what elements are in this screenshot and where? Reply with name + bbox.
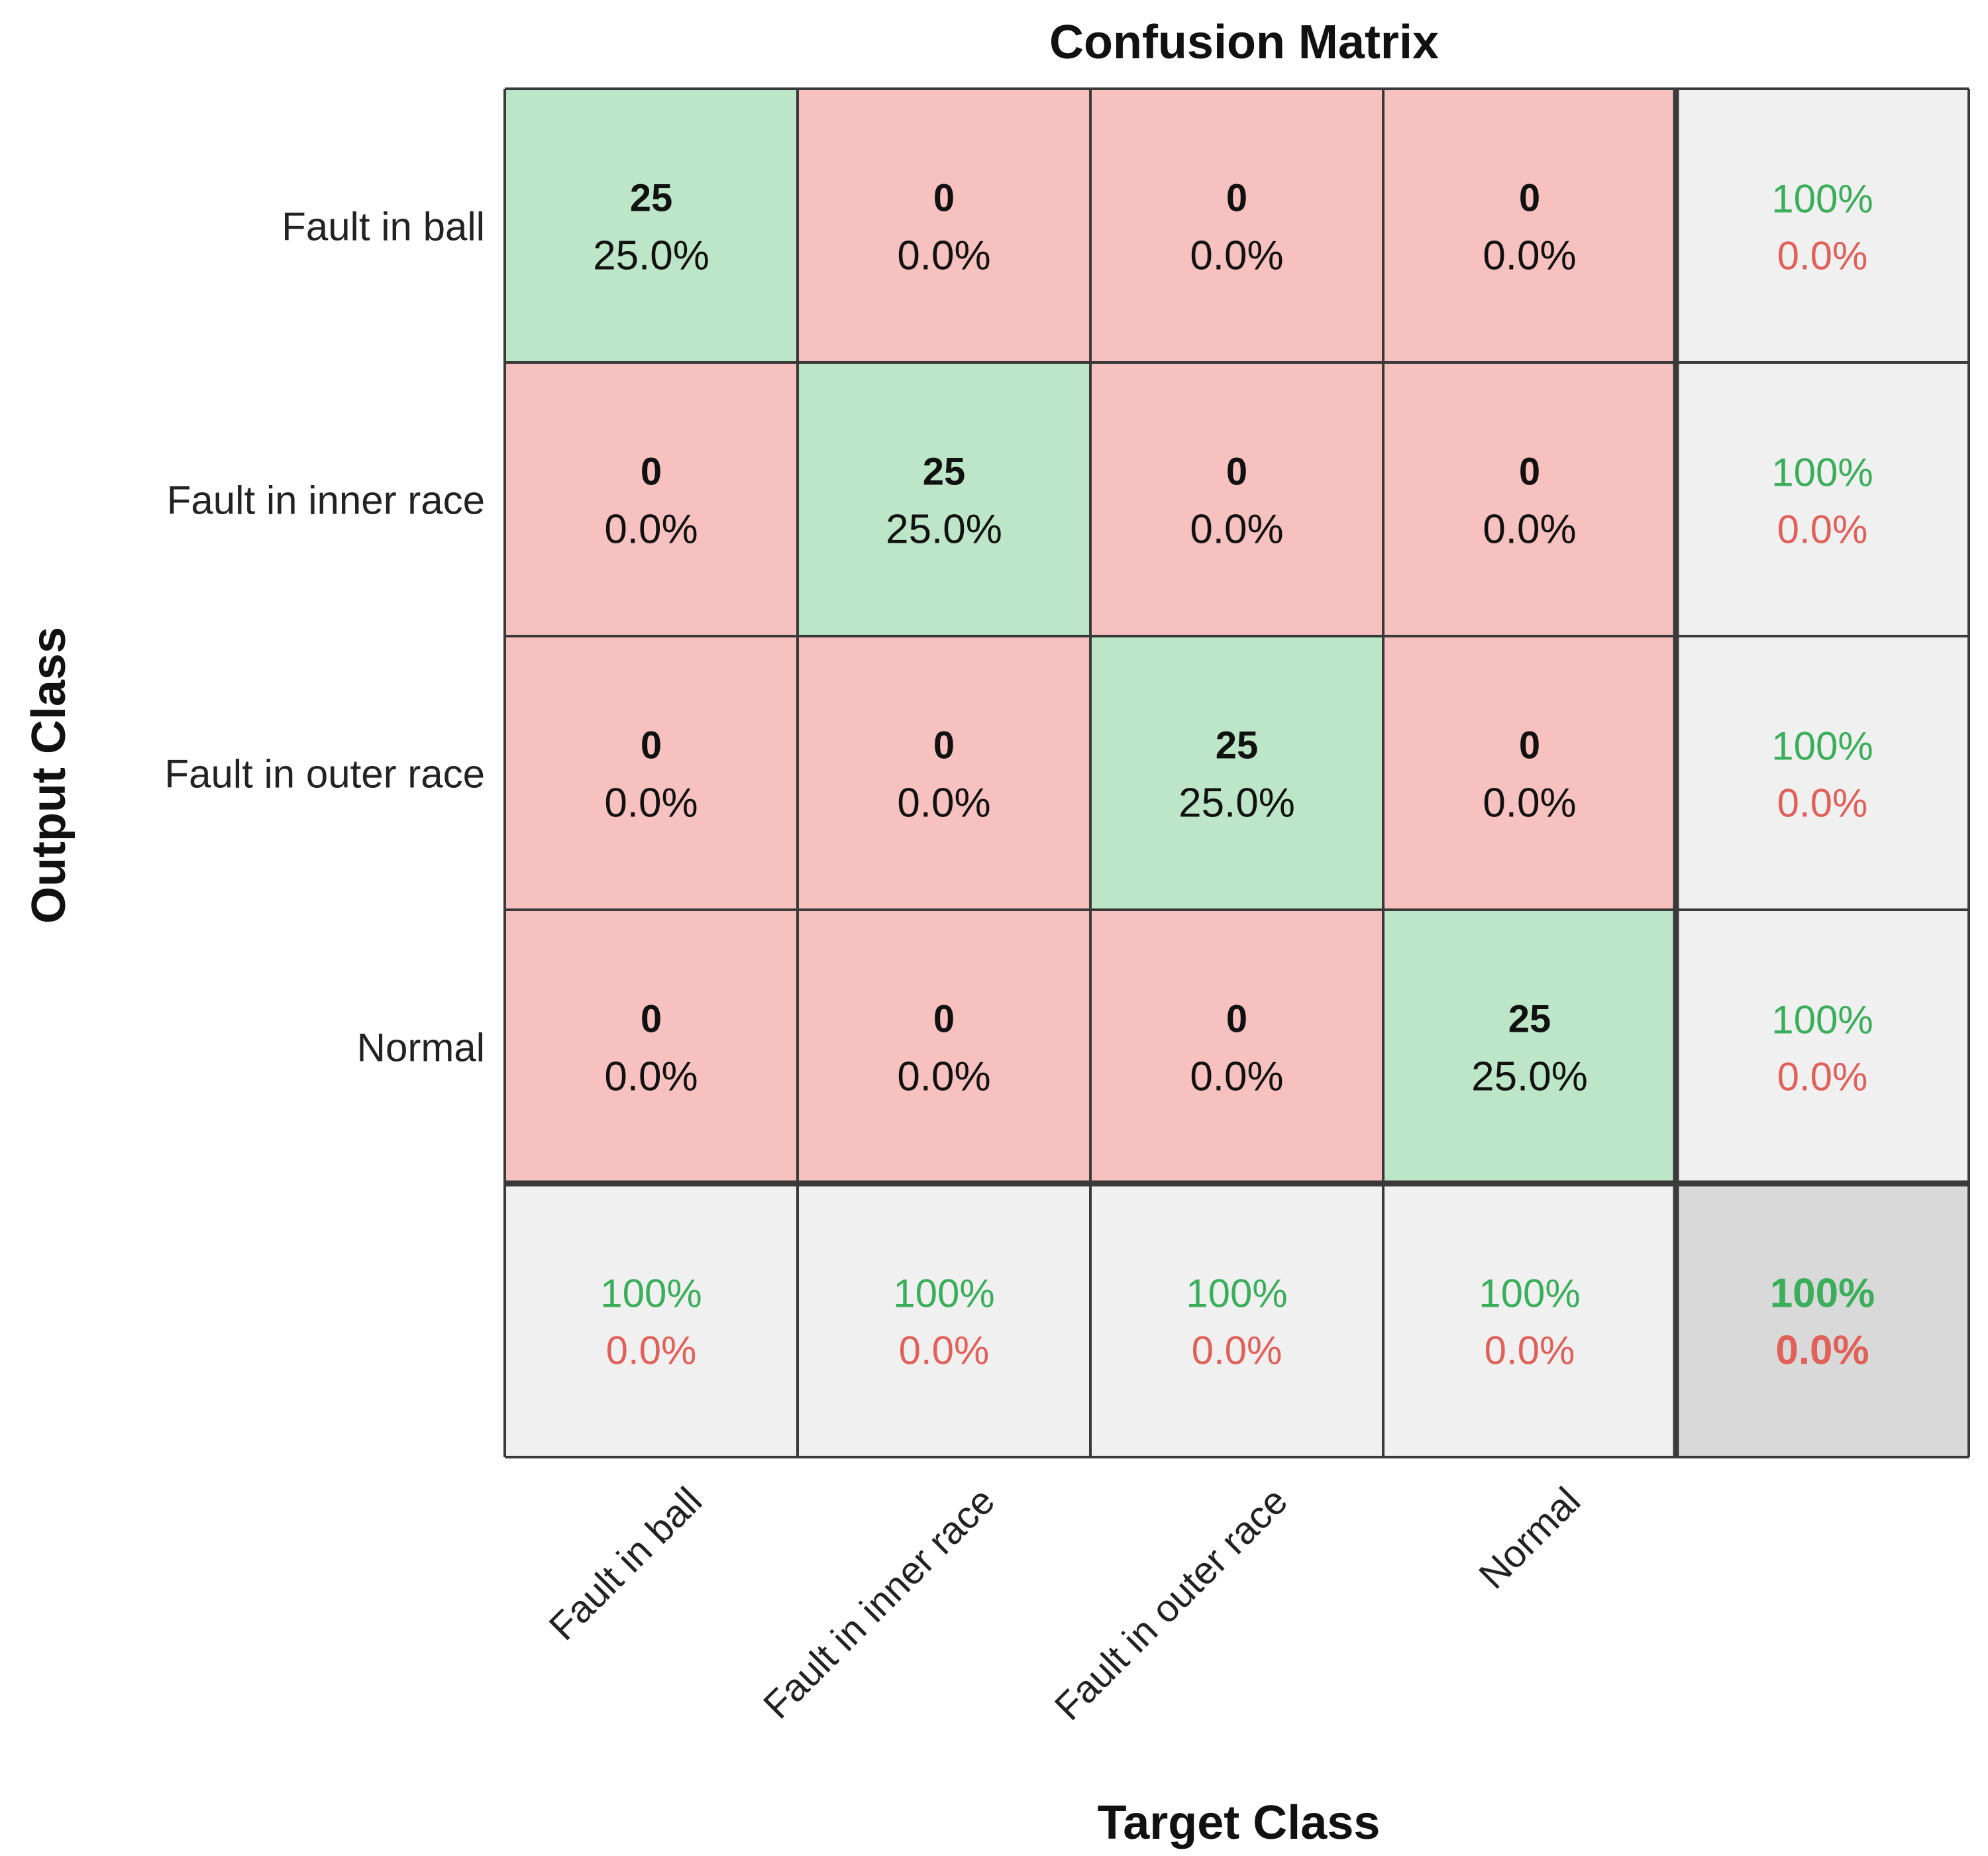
error-cell [1090,362,1383,636]
row-summary-correct: 100% [1771,724,1873,769]
cell-percent: 0.0% [1190,507,1283,553]
cell-percent: 25.0% [593,233,709,279]
row-summary-correct: 100% [1771,451,1873,495]
col-summary-correct: 100% [893,1272,994,1316]
cell-percent: 0.0% [1483,507,1576,553]
error-cell [1383,89,1676,362]
row-summary-error: 0.0% [1777,508,1868,552]
cell-count: 0 [1519,177,1540,220]
cell-count: 0 [1519,451,1540,494]
cell-count: 0 [1226,177,1247,220]
cell-count: 0 [1226,998,1247,1041]
cell-percent: 0.0% [604,507,698,553]
error-cell [1090,89,1383,362]
overall-error: 0.0% [1775,1328,1869,1374]
col-summary-correct: 100% [1479,1272,1580,1316]
cell-percent: 0.0% [604,781,698,826]
cell-percent: 0.0% [897,781,990,826]
row-tick-label: Fault in outer race [164,752,485,796]
error-cell [505,636,798,910]
col-summary-cell [798,1183,1090,1457]
matrix-grid [503,87,1970,1458]
col-summary-error: 0.0% [1485,1329,1575,1373]
cell-count: 0 [933,177,955,220]
correct-cell [505,89,798,362]
cell-percent: 0.0% [897,1054,990,1100]
cell-percent: 0.0% [604,1054,698,1100]
error-cell [1383,636,1676,910]
cell-percent: 25.0% [1471,1054,1588,1100]
cell-count: 25 [1216,724,1259,767]
cell-percent: 25.0% [1178,781,1295,826]
overall-correct: 100% [1770,1271,1875,1317]
cell-count: 0 [641,724,662,767]
cell-percent: 0.0% [897,233,990,279]
col-summary-error: 0.0% [606,1329,697,1373]
row-tick-label: Normal [357,1026,485,1070]
col-summary-error: 0.0% [899,1329,990,1373]
cell-percent: 0.0% [1190,1054,1283,1100]
col-summary-error: 0.0% [1192,1329,1282,1373]
y-axis-label: Output Class [23,627,76,924]
col-summary-cell [505,1183,798,1457]
cell-count: 0 [933,998,955,1041]
error-cell [505,910,798,1183]
row-summary-error: 0.0% [1777,1055,1868,1099]
row-summary-cell [1676,910,1969,1183]
row-summary-cell [1676,89,1969,362]
error-cell [505,362,798,636]
error-cell [798,89,1090,362]
row-summary-cell [1676,362,1969,636]
cell-percent: 0.0% [1483,233,1576,279]
row-summary-error: 0.0% [1777,781,1868,826]
overall-cell [1676,1183,1969,1457]
col-summary-cell [1090,1183,1383,1457]
error-cell [798,636,1090,910]
col-summary-cell [1383,1183,1676,1457]
correct-cell [1383,910,1676,1183]
row-summary-correct: 100% [1771,998,1873,1042]
cell-percent: 0.0% [1483,781,1576,826]
col-summary-correct: 100% [600,1272,702,1316]
cell-count: 0 [1226,451,1247,494]
error-cell [1383,362,1676,636]
chart-title: Confusion Matrix [1049,16,1439,69]
cell-count: 0 [641,998,662,1041]
row-summary-correct: 100% [1771,177,1873,221]
row-summary-error: 0.0% [1777,234,1868,278]
cell-count: 0 [641,451,662,494]
x-axis-label: Target Class [1098,1796,1381,1849]
error-cell [1090,910,1383,1183]
row-tick-label: Fault in ball [282,205,485,249]
cell-percent: 25.0% [886,507,1002,553]
row-tick-label: Fault in inner race [167,478,485,523]
row-summary-cell [1676,636,1969,910]
cell-count: 0 [1519,724,1540,767]
cell-count: 25 [923,451,966,494]
correct-cell [1090,636,1383,910]
error-cell [798,910,1090,1183]
correct-cell [798,362,1090,636]
cell-percent: 0.0% [1190,233,1283,279]
col-summary-correct: 100% [1186,1272,1287,1316]
cell-count: 0 [933,724,955,767]
matrix-cells [505,89,1969,1457]
cell-count: 25 [630,177,673,220]
cell-count: 25 [1508,998,1551,1041]
